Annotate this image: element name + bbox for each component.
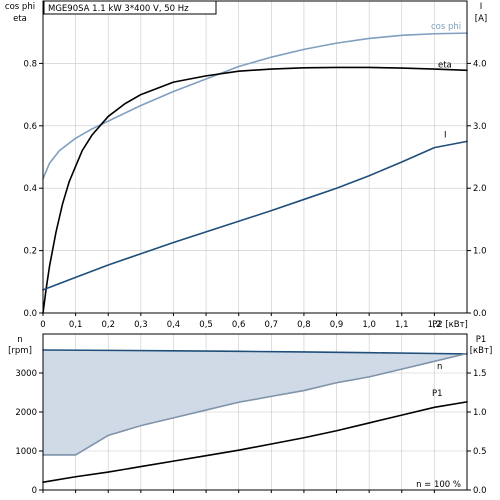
n-series-label: n (437, 362, 442, 372)
left-tick-label: 3000 (15, 369, 37, 379)
efficiency-current-chart-plot-border (42, 0, 468, 314)
x-tick-label: 1,1 (395, 320, 409, 330)
x-tick-label: 0,8 (297, 320, 311, 330)
speed-annotation: n = 100 % (416, 480, 461, 490)
left-tick-label: 1000 (15, 447, 37, 457)
x-tick-label: 0,9 (330, 320, 344, 330)
right-tick-label: 4.0 (473, 59, 487, 69)
chart-marks: cos phi eta I 0.0 0.2 0.4 0.6 0.8 0.0 1.0 2.0 3.0 4.… (15, 0, 487, 496)
right-tick-label: 2.0 (473, 184, 487, 194)
right-tick-label: 1.5 (473, 369, 487, 379)
x-tick-label: 0,5 (199, 320, 213, 330)
top-right-axis-label-1: I (480, 2, 483, 12)
top-left-axis-label-1: cos phi (5, 2, 35, 12)
left-tick-label: 0 (32, 486, 37, 496)
x-tick-label: 0,7 (265, 320, 279, 330)
left-tick-label: 0.2 (23, 247, 37, 257)
cos-phi-series-label: cos phi (431, 22, 461, 32)
p1-series-label: P1 (432, 389, 443, 399)
header-title: MGE90SA 1.1 kW 3*400 V, 50 Hz (48, 4, 189, 14)
i-curve (42, 140, 468, 291)
left-tick-label: 0.4 (23, 184, 37, 194)
right-tick-label: 0.0 (473, 309, 487, 319)
top-left-axis-label-2: eta (13, 14, 27, 24)
bottom-left-axis-label-1: n (17, 335, 22, 345)
left-tick-label: 0.8 (23, 59, 37, 69)
left-tick-label: 2000 (15, 408, 37, 418)
eta-series-label: eta (438, 60, 452, 70)
x-tick-label: 0,4 (167, 320, 181, 330)
left-tick-label: 0.6 (23, 122, 37, 132)
x-tick-label: 0,6 (232, 320, 246, 330)
x-tick-label: 0,1 (69, 320, 83, 330)
i-series-label: I (444, 130, 447, 140)
right-tick-label: 3.0 (473, 122, 487, 132)
x-tick-label: 1,2 (428, 320, 442, 330)
cos-phi-curve (42, 32, 468, 180)
n-curve (42, 349, 468, 355)
lower-limit-curve (42, 352, 468, 456)
x-tick-label: 1,0 (362, 320, 376, 330)
right-tick-label: 1.0 (473, 408, 487, 418)
bottom-left-axis-label-2: [rpm] (8, 346, 32, 356)
x-tick-label: 0,2 (101, 320, 115, 330)
top-right-axis-label-2: [A] (475, 14, 487, 24)
top-x-axis-label: P2 [кВт] (432, 320, 468, 330)
p1-curve (42, 401, 468, 484)
x-tick-label: 0 (40, 320, 45, 330)
left-tick-label: 0.0 (23, 309, 37, 319)
operating-range-area (43, 349, 467, 455)
right-tick-label: 0.0 (473, 486, 487, 496)
bottom-right-axis-label-1: P1 (476, 335, 487, 345)
right-tick-label: 1.0 (473, 247, 487, 257)
bottom-right-axis-label-2: [кВт] (470, 346, 493, 356)
x-tick-label: 0,3 (134, 320, 148, 330)
eta-curve (42, 66, 468, 314)
right-tick-label: 0.5 (473, 447, 487, 457)
